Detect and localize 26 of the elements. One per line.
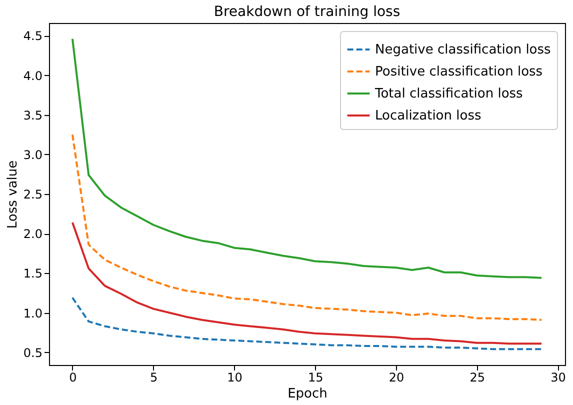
- y-tick-label: 2.0: [23, 227, 42, 242]
- x-tick-label: 5: [150, 370, 158, 384]
- y-tick-label: 2.5: [23, 188, 42, 202]
- x-tick-label: 15: [308, 370, 324, 384]
- line-series: [71, 296, 543, 350]
- legend-label: Total classification loss: [374, 86, 524, 102]
- legend-label: Positive classification loss: [375, 64, 543, 80]
- y-tick-label: 1.5: [23, 266, 42, 281]
- y-tick-label: 3.0: [23, 148, 42, 162]
- y-tick-label: 4.5: [23, 29, 42, 44]
- y-tick-label: 0.5: [23, 346, 42, 360]
- chart-title: Breakdown of training loss: [214, 4, 400, 20]
- x-tick-label: 0: [69, 370, 77, 384]
- legend-label: Localization loss: [375, 108, 482, 124]
- x-axis-title: Epoch: [288, 386, 328, 402]
- legend-label: Negative classification loss: [375, 42, 552, 58]
- y-tick-label: 4.0: [23, 68, 42, 83]
- x-tick-label: 25: [470, 370, 485, 384]
- y-tick-label: 3.5: [23, 108, 42, 122]
- line-series: [71, 222, 543, 345]
- y-tick-label: 1.0: [23, 306, 42, 320]
- y-axis-title: Loss value: [5, 160, 20, 229]
- line-series: [71, 134, 543, 321]
- x-tick-label: 30: [550, 370, 566, 384]
- x-tick-label: 20: [388, 370, 404, 384]
- x-tick-label: 10: [227, 370, 242, 384]
